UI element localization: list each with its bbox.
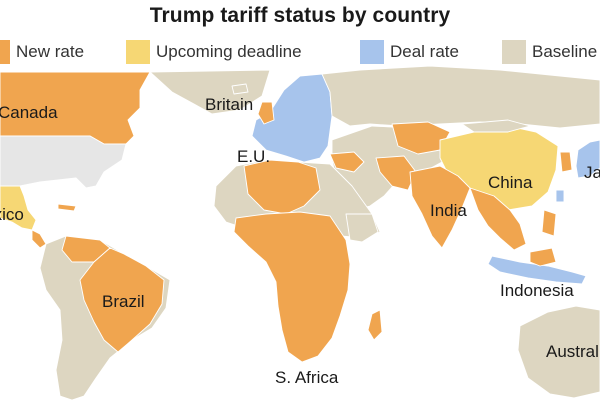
region-caribbean [57,203,77,212]
region-iran-iraq [375,155,417,191]
region-brazil [79,247,165,353]
region-iceland [231,83,249,95]
legend-swatch-new-rate [0,40,10,64]
label-japan: Japan [584,163,600,182]
region-central-america [31,229,47,249]
legend-swatch-upcoming-deadline [126,40,150,64]
legend-label-deal-rate: Deal rate [390,42,459,61]
legend-item-upcoming-deadline: Upcoming deadline [126,40,302,64]
legend-label-upcoming-deadline: Upcoming deadline [156,42,302,61]
region-turkey-region [329,151,365,173]
legend-item-new-rate: New rate [0,40,84,64]
label-china: China [488,173,533,192]
legend-label-new-rate: New rate [16,42,85,61]
region-philippines [541,209,557,237]
region-africa-orange-north [243,159,321,215]
label-brazil: Brazil [102,292,145,311]
region-mongolia [461,119,531,133]
label-indonesia: Indonesia [500,281,574,300]
region-korea [559,151,573,173]
region-japan [575,139,600,179]
region-russia [321,65,600,129]
label-mexico: Mexico [0,205,24,224]
region-greenland [149,69,271,115]
label-eu: E.U. [237,147,270,166]
region-united-states [0,135,127,189]
region-britain [257,101,275,125]
legend-item-baseline: Baseline [502,40,597,64]
region-madagascar [367,309,383,341]
label-canada: Canada [0,103,58,122]
region-europe [251,73,333,163]
region-southeast-asia [469,187,527,251]
chart-title: Trump tariff status by country [149,4,451,27]
label-britain: Britain [205,95,253,114]
legend-label-baseline: Baseline [532,42,598,61]
region-india [409,165,471,249]
legend-swatch-deal-rate [360,40,384,64]
legend-swatch-baseline [502,40,526,64]
label-india: India [430,201,467,220]
legend: New rate Upcoming deadline Deal rate Bas… [0,40,600,66]
region-taiwan [555,189,565,203]
region-australia [517,305,600,399]
legend-item-deal-rate: Deal rate [360,40,459,64]
region-mexico [0,185,37,231]
label-south-africa: S. Africa [275,368,339,387]
region-horn-of-africa [345,213,379,243]
region-borneo [529,247,557,267]
region-africa-central-south [233,211,351,363]
label-australia: Australia [546,342,600,361]
